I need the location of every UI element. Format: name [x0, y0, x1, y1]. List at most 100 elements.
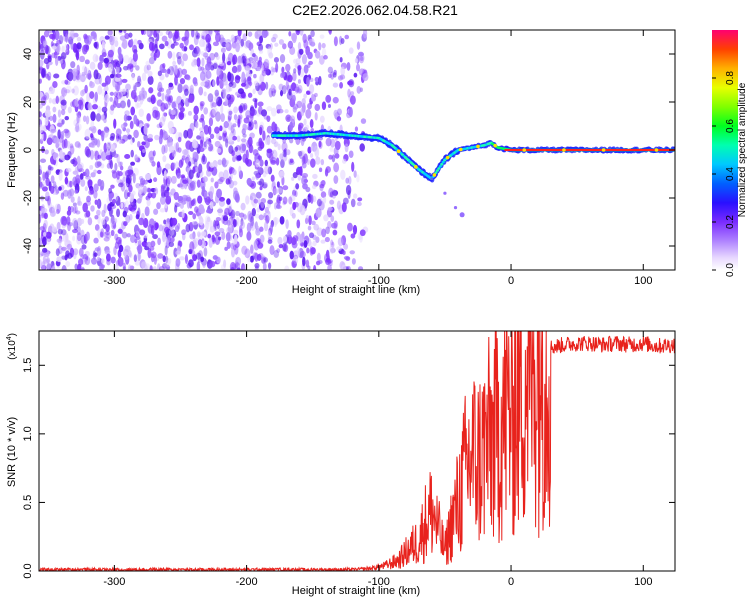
noise-blob	[159, 195, 166, 205]
noise-blob	[165, 222, 171, 229]
noise-blob	[205, 209, 212, 214]
noise-blob	[80, 179, 86, 187]
noise-blob	[282, 43, 287, 50]
noise-blob	[110, 256, 116, 264]
noise-blob	[246, 222, 252, 233]
noise-blob	[276, 181, 280, 188]
noise-blob	[73, 219, 79, 231]
noise-blob	[66, 43, 70, 51]
noise-blob	[94, 224, 100, 231]
noise-blob	[287, 74, 293, 83]
noise-blob	[168, 84, 174, 90]
noise-blob	[41, 260, 46, 270]
noise-blob	[211, 102, 218, 108]
top-y-tick-label: -20	[22, 190, 34, 206]
noise-blob	[156, 32, 160, 42]
noise-blob	[72, 170, 79, 175]
noise-blob	[107, 142, 111, 151]
noise-blob	[250, 216, 255, 227]
noise-blob	[208, 30, 213, 35]
noise-blob	[358, 68, 365, 76]
noise-blob	[313, 223, 320, 231]
noise-blob	[76, 114, 80, 124]
noise-blob	[325, 137, 332, 147]
noise-blob	[233, 106, 239, 114]
top-x-tick-label: 0	[508, 275, 514, 287]
noise-blob	[182, 53, 188, 62]
noise-blob	[166, 137, 173, 148]
noise-blob	[97, 178, 102, 187]
noise-blob	[310, 38, 315, 47]
noise-blob	[137, 185, 144, 195]
noise-blob	[129, 206, 136, 212]
noise-blob	[244, 157, 249, 165]
noise-blob	[187, 98, 193, 103]
noise-blob	[40, 196, 45, 203]
noise-blob	[269, 224, 274, 234]
noise-blob	[180, 174, 185, 179]
top-x-tick-label: -200	[236, 275, 258, 287]
noise-blob	[85, 231, 90, 241]
noise-blob	[73, 160, 78, 166]
noise-blob	[123, 256, 129, 261]
noise-blob	[214, 140, 221, 148]
noise-blob	[199, 216, 204, 226]
noise-blob	[108, 193, 113, 202]
signal-peak-dot	[432, 173, 437, 177]
noise-blob	[121, 231, 128, 239]
noise-blob	[214, 231, 221, 237]
noise-blob	[270, 84, 276, 92]
noise-blob	[56, 221, 61, 230]
noise-blob	[105, 253, 111, 262]
noise-blob	[225, 178, 231, 185]
noise-blob	[285, 219, 289, 230]
noise-blob	[181, 194, 188, 202]
noise-blob	[135, 230, 140, 238]
noise-blob	[205, 70, 212, 80]
noise-blob	[218, 62, 225, 67]
noise-blob	[351, 161, 355, 172]
noise-blob	[111, 170, 118, 179]
noise-blob	[318, 75, 322, 86]
noise-blob	[245, 110, 251, 119]
noise-blob	[241, 72, 247, 83]
noise-blob	[240, 202, 246, 211]
noise-blob	[84, 212, 88, 218]
noise-blob	[67, 189, 72, 199]
noise-blob	[332, 72, 337, 78]
noise-blob	[353, 72, 358, 78]
noise-blob	[214, 92, 220, 98]
colorbar-gradient	[712, 30, 738, 270]
noise-blob	[152, 234, 158, 240]
noise-blob	[342, 250, 346, 255]
noise-blob	[122, 65, 129, 71]
noise-blob	[84, 146, 90, 157]
noise-blob	[292, 172, 298, 179]
noise-blob	[51, 33, 56, 41]
noise-blob	[270, 107, 277, 117]
noise-blob	[164, 226, 170, 234]
noise-blob	[280, 72, 285, 79]
noise-blob	[113, 153, 119, 158]
noise-blob	[194, 206, 199, 213]
noise-blob	[97, 154, 102, 160]
noise-blob	[45, 259, 52, 270]
noise-blob	[86, 195, 92, 203]
noise-blob	[164, 40, 169, 47]
noise-blob	[318, 42, 322, 51]
noise-blob	[145, 241, 152, 248]
noise-blob	[73, 85, 79, 96]
noise-blob	[168, 82, 174, 88]
noise-blob	[126, 233, 131, 238]
noise-blob	[42, 40, 47, 48]
noise-blob	[116, 208, 121, 218]
noise-blob	[128, 250, 132, 258]
noise-blob	[188, 259, 194, 268]
noise-blob	[55, 208, 60, 215]
noise-blob	[325, 226, 330, 235]
noise-blob	[174, 31, 179, 39]
noise-blob	[141, 179, 149, 185]
signal-peak-dot	[522, 148, 527, 152]
noise-blob	[86, 73, 92, 80]
noise-blob	[143, 233, 149, 239]
